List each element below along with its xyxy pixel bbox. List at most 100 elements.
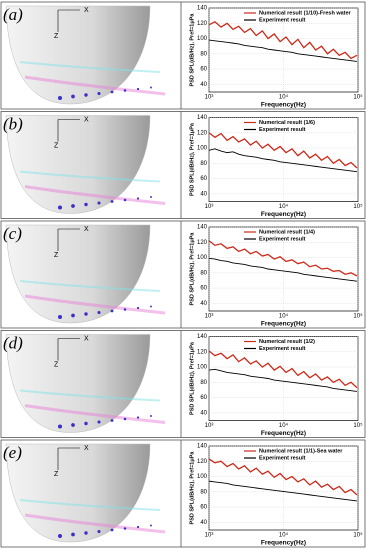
bubble bbox=[150, 415, 152, 417]
y-tick-label: 140 bbox=[197, 115, 208, 121]
inset-axis-label: Z bbox=[54, 142, 59, 149]
y-tick-label: 100 bbox=[197, 474, 208, 480]
inset-axis-label: X bbox=[84, 7, 89, 14]
flow-trace bbox=[24, 404, 166, 424]
y-tick-label: 120 bbox=[197, 459, 208, 465]
legend-label: Numerical result (1/2) bbox=[259, 339, 315, 345]
y-tick-label: 120 bbox=[197, 349, 208, 355]
series-line bbox=[208, 257, 357, 282]
bubble bbox=[84, 531, 88, 535]
legend-label: Experiment result bbox=[259, 236, 306, 242]
bubble bbox=[58, 424, 62, 429]
legend-label: Experiment result bbox=[259, 17, 306, 23]
x-tick-label: 10⁵ bbox=[353, 532, 363, 539]
bubble bbox=[84, 202, 88, 207]
legend-label: Numerical result (1/1)-Sea water bbox=[259, 448, 343, 454]
y-tick-label: 120 bbox=[197, 130, 208, 136]
bubble bbox=[110, 90, 114, 94]
legend-label: Numerical result (1/6) bbox=[259, 120, 315, 126]
y-tick-label: 100 bbox=[197, 36, 208, 42]
y-tick-label: 140 bbox=[197, 6, 208, 12]
y-axis-label: PSD SPL(dB/Hz), Pref=1μPa bbox=[189, 451, 195, 525]
panel-frame bbox=[0, 1, 366, 110]
x-tick-label: 10⁵ bbox=[353, 203, 363, 210]
bubble bbox=[71, 94, 75, 99]
bubble bbox=[123, 198, 127, 202]
panel-frame bbox=[0, 220, 366, 329]
inset-axis-label: Z bbox=[54, 252, 59, 259]
series-line bbox=[208, 20, 358, 60]
y-tick-label: 80 bbox=[200, 380, 207, 386]
bubble bbox=[58, 96, 62, 100]
flow-trace bbox=[24, 513, 166, 534]
panel-label: (b) bbox=[3, 114, 23, 133]
y-tick-label: 40 bbox=[200, 191, 207, 197]
inset-axis-label: X bbox=[84, 445, 89, 452]
bubble bbox=[136, 87, 140, 91]
x-tick-label: 10⁴ bbox=[279, 422, 289, 429]
y-tick-label: 120 bbox=[197, 240, 208, 246]
y-axis-label: PSD SPL(dB/Hz), Pref=1μPa bbox=[189, 122, 195, 196]
x-tick-label: 10⁵ bbox=[353, 94, 363, 101]
panel-label: (d) bbox=[3, 333, 23, 352]
bubble bbox=[123, 89, 127, 92]
bubble bbox=[71, 532, 75, 537]
legend-label: Numerical result (1/4) bbox=[259, 229, 315, 235]
panel-frame bbox=[0, 439, 366, 548]
x-tick-label: 10⁴ bbox=[279, 532, 289, 539]
bubble bbox=[84, 421, 88, 426]
series-line bbox=[208, 240, 358, 277]
bubble bbox=[58, 534, 62, 538]
y-tick-label: 100 bbox=[197, 255, 208, 261]
y-tick-label: 60 bbox=[200, 395, 207, 401]
x-axis-label: Frequency(Hz) bbox=[261, 321, 306, 328]
inset-axis-label: X bbox=[84, 226, 89, 233]
x-tick-label: 10³ bbox=[205, 533, 214, 539]
y-tick-label: 100 bbox=[197, 146, 208, 152]
bubble bbox=[123, 527, 127, 530]
panel-frame bbox=[0, 330, 366, 438]
x-axis-label: Frequency(Hz) bbox=[261, 211, 306, 218]
y-tick-label: 80 bbox=[200, 51, 207, 57]
bubble bbox=[150, 524, 152, 527]
y-tick-label: 40 bbox=[200, 301, 207, 307]
series-line bbox=[208, 148, 357, 173]
flow-trace bbox=[19, 280, 161, 292]
y-tick-label: 120 bbox=[197, 21, 208, 27]
y-tick-label: 140 bbox=[197, 225, 208, 231]
bubble bbox=[84, 93, 88, 97]
y-axis-label: PSD SPL(dB/Hz), Pref=1μPa bbox=[189, 232, 195, 306]
bubble bbox=[110, 528, 114, 532]
panel-label: (c) bbox=[3, 224, 22, 243]
y-tick-label: 140 bbox=[197, 334, 208, 340]
inset-axis-label: X bbox=[84, 116, 89, 123]
x-tick-label: 10⁵ bbox=[353, 422, 363, 429]
legend-label: Numerical result (1/10)-Fresh water bbox=[259, 10, 352, 16]
bubble bbox=[150, 305, 152, 308]
x-tick-label: 10⁴ bbox=[279, 94, 289, 101]
series-line bbox=[208, 368, 357, 392]
bubble bbox=[58, 205, 62, 210]
bubble bbox=[84, 312, 88, 316]
legend-label: Experiment result bbox=[259, 455, 306, 461]
bubble bbox=[97, 201, 101, 205]
bubble bbox=[136, 197, 140, 200]
bubble bbox=[136, 306, 140, 310]
flow-trace bbox=[24, 185, 166, 205]
y-tick-label: 100 bbox=[197, 365, 208, 371]
legend-label: Experiment result bbox=[259, 346, 306, 352]
y-tick-label: 80 bbox=[200, 161, 207, 167]
bubble bbox=[150, 196, 152, 198]
bubble bbox=[110, 419, 114, 422]
bubble bbox=[110, 200, 114, 203]
series-line bbox=[208, 39, 357, 62]
x-axis-label: Frequency(Hz) bbox=[261, 540, 306, 547]
y-tick-label: 40 bbox=[200, 82, 207, 88]
panel-label: (e) bbox=[3, 443, 22, 462]
bubble bbox=[71, 204, 75, 208]
bubble bbox=[97, 529, 101, 534]
y-tick-label: 140 bbox=[197, 444, 208, 450]
bubble bbox=[123, 417, 127, 421]
inset-axis-label: Z bbox=[54, 33, 59, 40]
